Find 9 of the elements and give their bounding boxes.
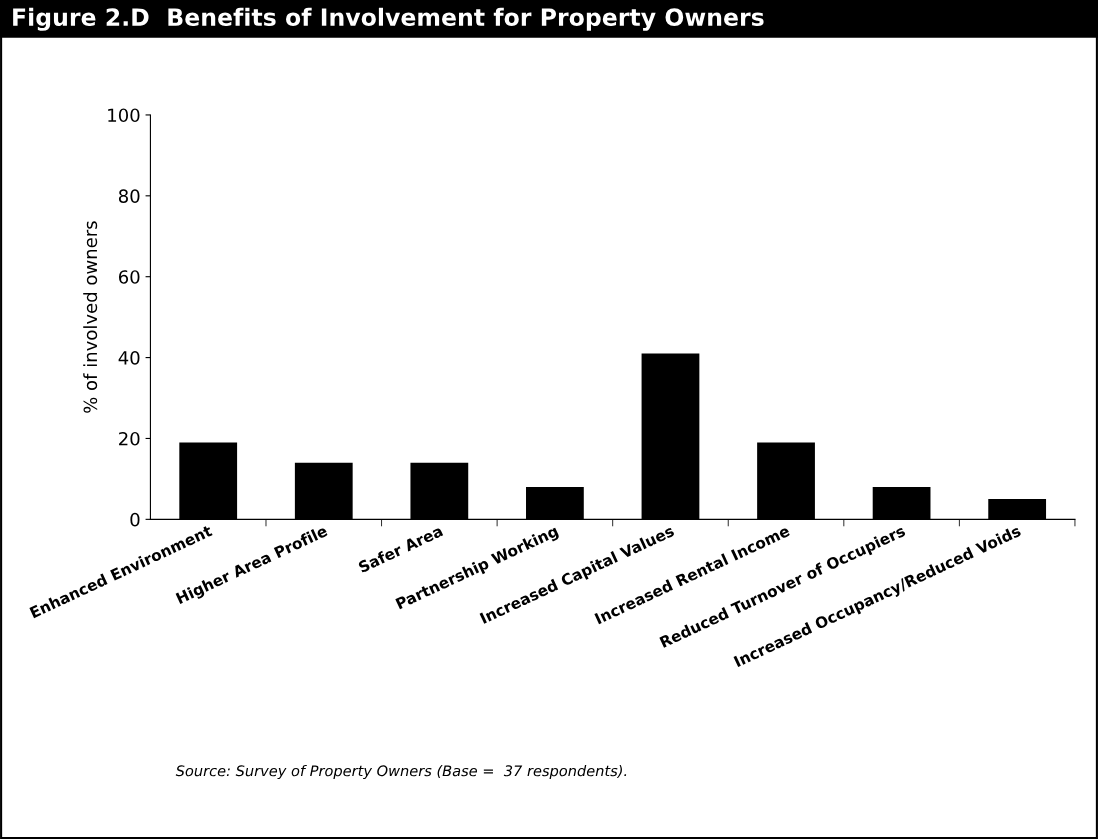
- source-note: Source: Survey of Property Owners (Base = 37 respondents).: [175, 764, 627, 780]
- y-tick-label: 100: [108, 108, 140, 123]
- y-tick-label: 0: [130, 512, 140, 527]
- y-tick-label: 80: [118, 189, 140, 203]
- y-tick-label: 20: [119, 431, 140, 446]
- y-tick-label: 60: [118, 270, 140, 284]
- y-axis-title: % of involved owners: [83, 221, 98, 413]
- chart-title: Figure 2.D Benefits of Involvement for Property Owners: [13, 7, 764, 31]
- y-tick-label: 40: [118, 351, 140, 365]
